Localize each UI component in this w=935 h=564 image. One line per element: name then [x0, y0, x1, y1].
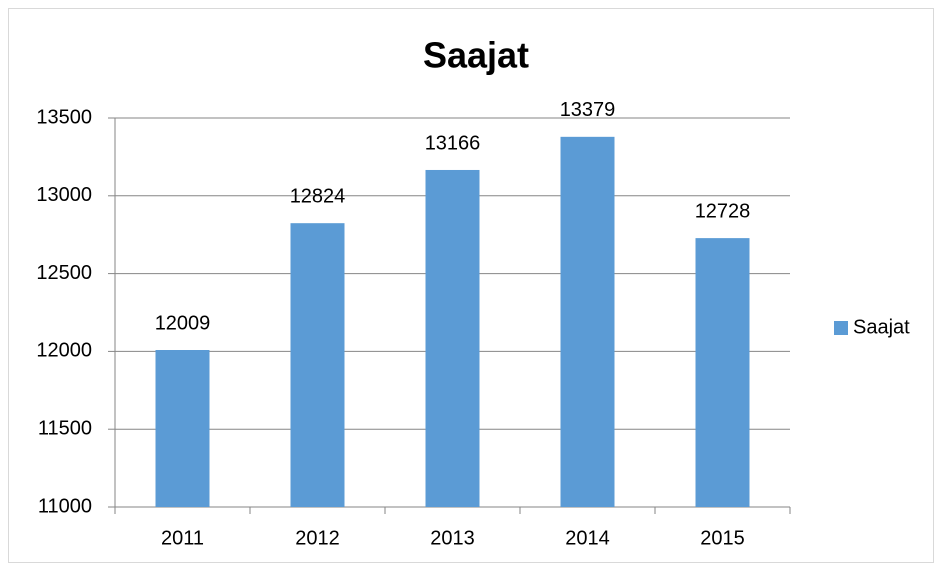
chart-title: Saajat [423, 35, 529, 76]
y-tick-label: 12500 [36, 262, 92, 284]
bar [155, 349, 210, 507]
y-tick-label: 11000 [38, 495, 92, 517]
legend-swatch [834, 321, 848, 335]
x-tick-label: 2012 [295, 527, 340, 549]
x-tick-label: 2014 [565, 527, 610, 549]
y-tick-label: 13500 [36, 106, 92, 128]
bar [560, 136, 615, 507]
bar [425, 169, 480, 507]
x-tick-label: 2015 [700, 527, 745, 549]
data-label: 13166 [425, 132, 481, 154]
y-tick-label: 11500 [38, 417, 92, 439]
bar [290, 223, 345, 507]
data-label: 12009 [155, 312, 211, 334]
data-label: 12824 [290, 185, 346, 207]
x-tick-label: 2011 [161, 527, 204, 549]
legend-label: Saajat [853, 316, 910, 338]
bar [695, 238, 750, 507]
y-tick-label: 13000 [36, 184, 92, 206]
y-tick-label: 12000 [36, 340, 92, 362]
data-label: 13379 [560, 99, 616, 121]
data-label: 12728 [695, 200, 751, 222]
x-tick-label: 2013 [430, 527, 475, 549]
